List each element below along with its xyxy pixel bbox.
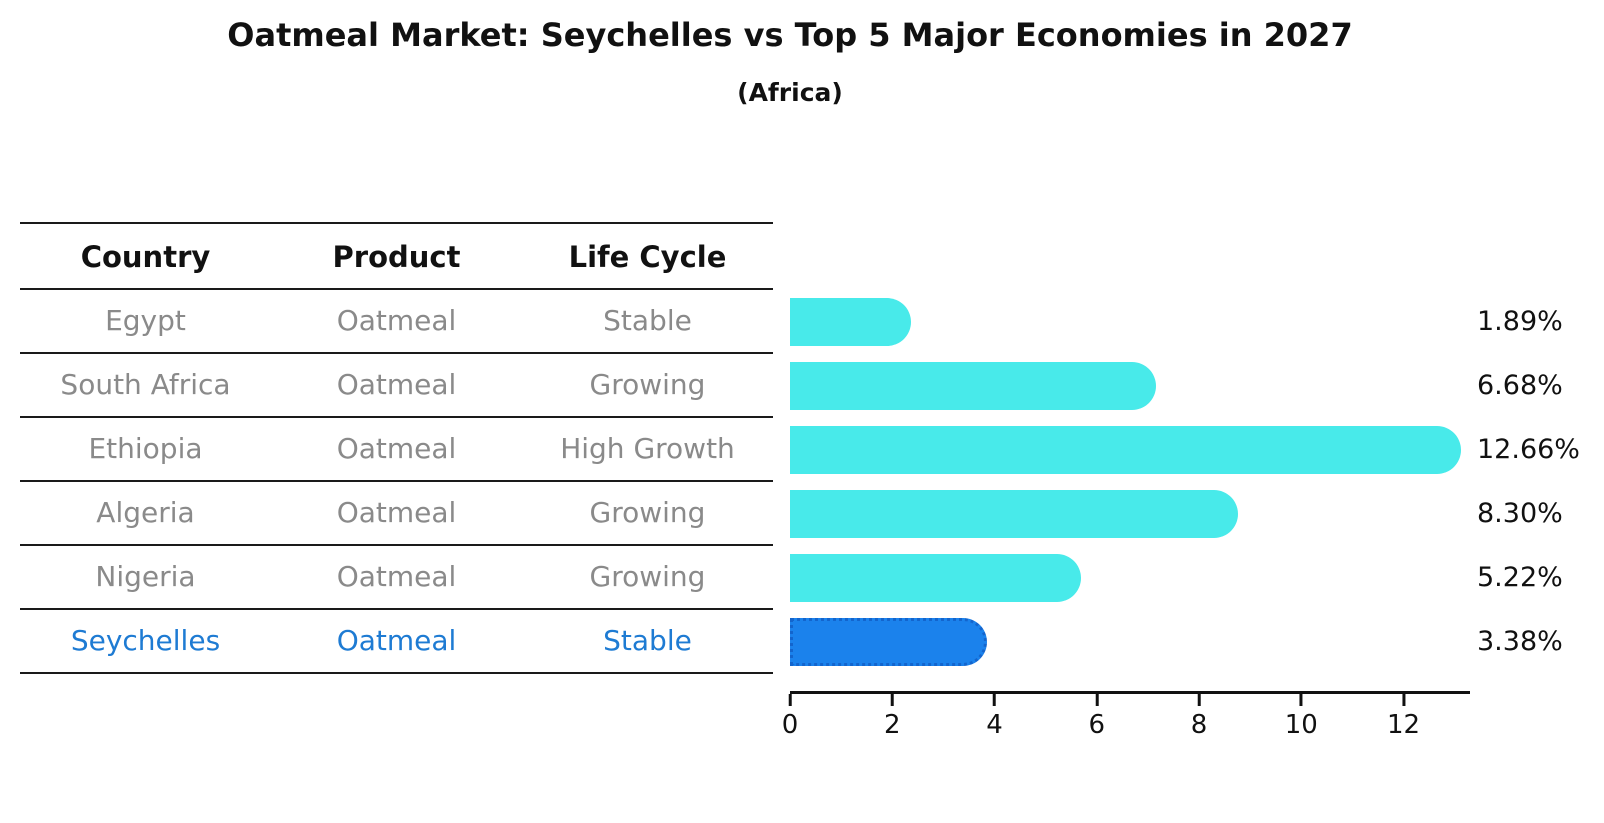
- bar-row-south-africa: [790, 354, 1470, 418]
- x-tick-12: 12: [1387, 694, 1420, 740]
- tick-label: 0: [781, 710, 799, 740]
- tick-mark: [992, 694, 996, 706]
- tick-label: 4: [986, 710, 1003, 740]
- cell-product: Oatmeal: [336, 432, 457, 465]
- cell-country: Seychelles: [70, 624, 221, 657]
- cell-product: Oatmeal: [336, 304, 457, 337]
- cell-life-cycle: Growing: [589, 496, 706, 529]
- value-label-egypt: 1.89%: [1477, 306, 1563, 337]
- country-table: Country Product Life Cycle Egypt Oatmeal…: [20, 222, 773, 674]
- tick-mark: [1095, 694, 1099, 706]
- x-axis: 0 2 4 6 8 10 12: [782, 691, 1470, 740]
- table-row-ethiopia: Ethiopia Oatmeal High Growth: [20, 418, 773, 482]
- tick-label: 2: [884, 710, 901, 740]
- bar-row-ethiopia: [790, 418, 1470, 482]
- cell-product: Oatmeal: [336, 624, 457, 657]
- x-tick-0: 0: [781, 694, 799, 740]
- cell-product: Oatmeal: [336, 560, 457, 593]
- tick-mark: [890, 694, 894, 706]
- table-header-row: Country Product Life Cycle: [20, 222, 773, 290]
- table-row-nigeria: Nigeria Oatmeal Growing: [20, 546, 773, 610]
- cell-product: Oatmeal: [336, 496, 457, 529]
- bar-row-seychelles: [790, 610, 1470, 674]
- cell-life-cycle: Growing: [589, 368, 706, 401]
- tick-label: 10: [1284, 710, 1318, 740]
- cell-life-cycle: Stable: [603, 304, 692, 337]
- table-row-egypt: Egypt Oatmeal Stable: [20, 290, 773, 354]
- chart-title: Oatmeal Market: Seychelles vs Top 5 Majo…: [227, 16, 1353, 54]
- column-header-product: Product: [332, 240, 461, 274]
- bar-seychelles-highlighted: [790, 618, 987, 666]
- tick-label: 8: [1190, 710, 1208, 740]
- x-tick-8: 8: [1190, 694, 1208, 740]
- cell-country: Egypt: [105, 304, 186, 337]
- bar-row-egypt: [790, 290, 1470, 354]
- column-header-life-cycle: Life Cycle: [568, 240, 727, 274]
- table-row-algeria: Algeria Oatmeal Growing: [20, 482, 773, 546]
- cell-country: Ethiopia: [88, 432, 203, 465]
- bar-row-nigeria: [790, 546, 1470, 610]
- bar-ethiopia: [790, 426, 1462, 474]
- x-tick-6: 6: [1088, 694, 1106, 740]
- cell-country: South Africa: [60, 368, 231, 401]
- table-row-seychelles: Seychelles Oatmeal Stable: [20, 610, 773, 674]
- bar-algeria: [790, 490, 1239, 538]
- table-row-south-africa: South Africa Oatmeal Growing: [20, 354, 773, 418]
- bar-egypt: [790, 298, 911, 346]
- tick-mark: [1197, 694, 1201, 706]
- value-label-seychelles: 3.38%: [1477, 626, 1563, 657]
- value-label-ethiopia: 12.66%: [1477, 434, 1580, 465]
- bar-nigeria: [790, 554, 1081, 602]
- value-label-algeria: 8.30%: [1477, 498, 1563, 529]
- value-labels-column: 1.89% 6.68% 12.66% 8.30% 5.22% 3.38%: [1477, 290, 1597, 674]
- bar-row-algeria: [790, 482, 1470, 546]
- value-label-south-africa: 6.68%: [1477, 370, 1563, 401]
- x-tick-4: 4: [986, 694, 1003, 740]
- cell-product: Oatmeal: [336, 368, 457, 401]
- cell-country: Nigeria: [95, 560, 196, 593]
- cell-life-cycle: Stable: [603, 624, 692, 657]
- tick-mark: [1299, 694, 1303, 706]
- cell-life-cycle: Growing: [589, 560, 706, 593]
- value-label-nigeria: 5.22%: [1477, 562, 1563, 593]
- x-tick-2: 2: [884, 694, 901, 740]
- tick-mark: [788, 694, 792, 706]
- cell-life-cycle: High Growth: [560, 432, 735, 465]
- tick-mark: [1402, 694, 1405, 706]
- x-tick-10: 10: [1285, 694, 1318, 740]
- column-header-country: Country: [80, 240, 211, 274]
- tick-label: 6: [1088, 710, 1106, 740]
- tick-label: 12: [1386, 710, 1421, 740]
- chart-subtitle: (Africa): [737, 78, 843, 107]
- cell-country: Algeria: [96, 496, 195, 529]
- bar-plot-area: [790, 290, 1470, 674]
- bar-south-africa: [790, 362, 1156, 410]
